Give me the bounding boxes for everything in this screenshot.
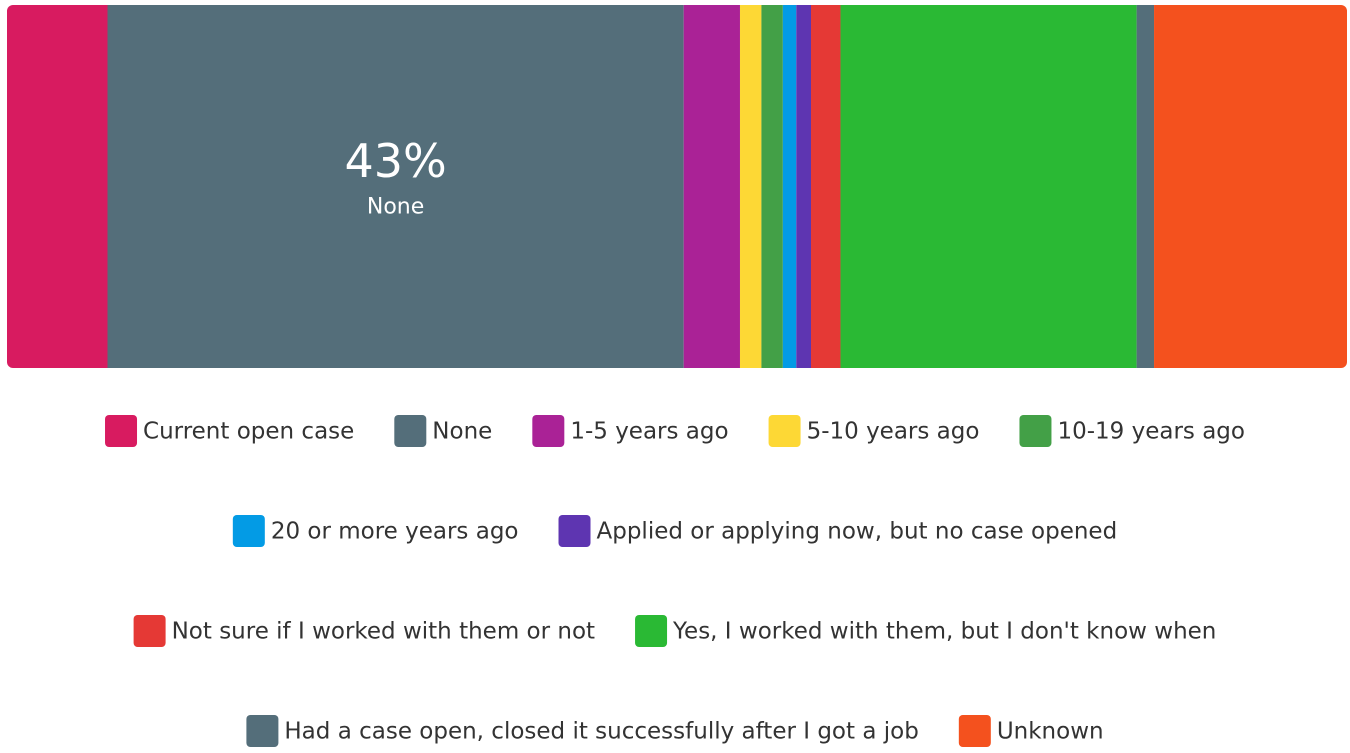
legend-label: None	[432, 419, 492, 445]
legend-swatch	[105, 415, 138, 447]
bar-segment	[782, 5, 797, 368]
legend-swatch	[768, 415, 801, 447]
legend-swatch	[246, 715, 279, 747]
legend-label: Current open case	[143, 419, 354, 445]
bar-segment	[107, 5, 684, 368]
legend-swatch	[532, 415, 565, 447]
segment-label: None	[367, 195, 424, 220]
bar-segment	[840, 5, 1137, 368]
legend-swatch	[558, 515, 591, 547]
legend-item: Not sure if I worked with them or not	[133, 615, 595, 647]
legend-swatch	[958, 715, 991, 747]
bar-segment	[796, 5, 811, 368]
bar-segment	[683, 5, 740, 368]
legend-label: Applied or applying now, but no case ope…	[597, 519, 1118, 545]
value-label: 43%	[344, 134, 446, 188]
legend-swatch	[394, 415, 427, 447]
legend-item: None	[394, 415, 492, 447]
bar-segment	[1154, 5, 1347, 368]
legend-label: Not sure if I worked with them or not	[172, 619, 595, 645]
bar-segment	[1136, 5, 1155, 368]
legend-label: 20 or more years ago	[271, 519, 519, 545]
legend-item: Unknown	[958, 715, 1104, 747]
stacked-bar	[7, 5, 1347, 368]
bar-segment	[811, 5, 841, 368]
legend-item: Applied or applying now, but no case ope…	[558, 515, 1118, 547]
bar-segment	[761, 5, 783, 368]
legend-label: 1-5 years ago	[570, 419, 728, 445]
legend-swatch	[232, 515, 265, 547]
legend-swatch	[1019, 415, 1052, 447]
legend-item: 5-10 years ago	[768, 415, 980, 447]
legend-item: Current open case	[105, 415, 354, 447]
legend: Current open case None 1-5 years ago 5-10 y…	[105, 415, 1245, 747]
legend-label: 5-10 years ago	[807, 419, 980, 445]
legend-item: Had a case open, closed it successfully …	[246, 715, 919, 747]
legend-swatch	[635, 615, 668, 647]
legend-item: 20 or more years ago	[232, 515, 519, 547]
legend-item: Yes, I worked with them, but I don't kno…	[635, 615, 1216, 647]
legend-item: 10-19 years ago	[1019, 415, 1245, 447]
bar-segment	[739, 5, 762, 368]
legend-item: 1-5 years ago	[532, 415, 729, 447]
legend-label: Unknown	[997, 719, 1104, 745]
legend-label: 10-19 years ago	[1057, 419, 1245, 445]
legend-label: Yes, I worked with them, but I don't kno…	[672, 619, 1216, 645]
legend-swatch	[133, 615, 166, 647]
legend-label: Had a case open, closed it successfully …	[284, 719, 918, 745]
bar-segment	[7, 5, 108, 368]
